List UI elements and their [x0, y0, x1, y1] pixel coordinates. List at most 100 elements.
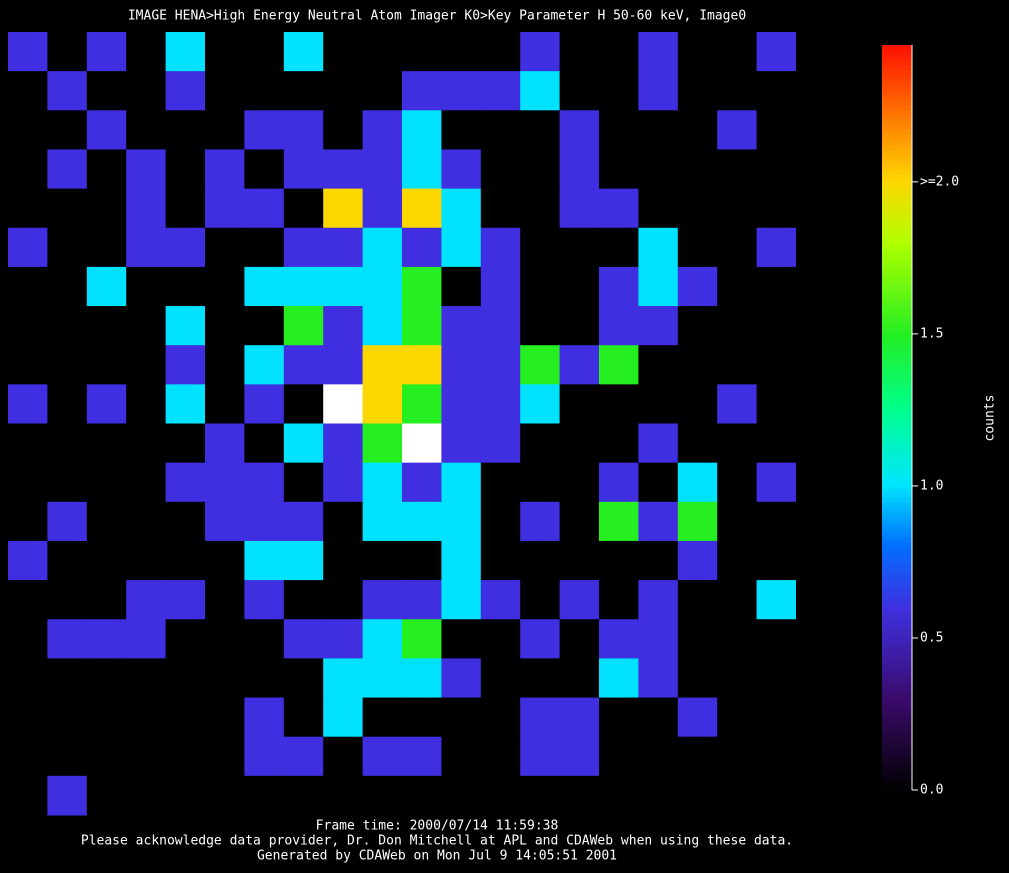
- heatmap-cell: [323, 32, 364, 72]
- heatmap-cell: [638, 580, 679, 620]
- heatmap-cell: [796, 188, 836, 229]
- colorbar-swatch: [882, 169, 912, 175]
- heatmap-cell: [717, 697, 758, 738]
- heatmap-cell: [520, 149, 561, 190]
- heatmap-cell: [86, 71, 127, 111]
- heatmap-cell: [205, 462, 245, 503]
- heatmap-cell: [520, 736, 561, 777]
- heatmap-cell: [599, 188, 639, 229]
- colorbar-swatch: [882, 586, 912, 592]
- heatmap-cell: [47, 540, 88, 581]
- heatmap-cell: [283, 619, 324, 659]
- heatmap-cell: [402, 266, 442, 307]
- heatmap-cell: [559, 227, 600, 268]
- heatmap-cell: [480, 658, 521, 699]
- heatmap-cell: [283, 306, 324, 346]
- heatmap-cell: [244, 32, 285, 72]
- heatmap-cell: [244, 501, 285, 542]
- heatmap-cell: [599, 462, 639, 503]
- heatmap-cell: [559, 345, 600, 385]
- heatmap-cell: [835, 32, 876, 72]
- heatmap-cell: [126, 775, 167, 816]
- heatmap-cell: [126, 736, 167, 777]
- heatmap-cell: [126, 345, 167, 385]
- heatmap-cell: [638, 345, 679, 385]
- colorbar-swatch: [882, 670, 912, 677]
- heatmap-cell: [520, 188, 561, 229]
- heatmap-cell: [835, 71, 876, 111]
- heatmap-cell: [480, 345, 521, 385]
- colorbar-swatch: [882, 54, 912, 61]
- colorbar-swatch: [882, 511, 912, 518]
- heatmap-cell: [796, 384, 836, 424]
- heatmap-cell: [362, 266, 403, 307]
- heatmap-cell: [8, 266, 48, 307]
- heatmap-cell: [283, 384, 324, 424]
- heatmap-cell: [47, 619, 88, 659]
- heatmap-cell: [717, 540, 758, 581]
- heatmap-cell: [638, 658, 679, 699]
- heatmap-cell: [402, 345, 442, 385]
- heatmap-cell: [480, 580, 521, 620]
- heatmap-cell: [126, 697, 167, 738]
- colorbar-swatch: [882, 581, 912, 587]
- heatmap-cell: [126, 619, 167, 659]
- heatmap-cell: [835, 188, 876, 229]
- heatmap-cell: [480, 306, 521, 346]
- heatmap-cell: [86, 188, 127, 229]
- heatmap-cell: [677, 462, 718, 503]
- heatmap: [8, 32, 876, 816]
- heatmap-cell: [126, 423, 167, 464]
- heatmap-cell: [402, 423, 442, 464]
- heatmap-cell: [599, 71, 639, 111]
- heatmap-cell: [8, 619, 48, 659]
- heatmap-cell: [717, 149, 758, 190]
- heatmap-cell: [244, 736, 285, 777]
- colorbar-swatch: [882, 641, 912, 647]
- colorbar-swatch: [882, 755, 912, 761]
- heatmap-cell: [47, 188, 88, 229]
- heatmap-cell: [362, 227, 403, 268]
- heatmap-cell: [86, 32, 127, 72]
- colorbar-swatch: [882, 546, 912, 553]
- heatmap-cell: [520, 658, 561, 699]
- heatmap-cell: [756, 149, 797, 190]
- heatmap-cell: [480, 227, 521, 268]
- heatmap-cell: [677, 384, 718, 424]
- heatmap-cell: [244, 423, 285, 464]
- heatmap-cell: [323, 736, 364, 777]
- heatmap-cell: [86, 580, 127, 620]
- heatmap-cell: [796, 697, 836, 738]
- heatmap-cell: [205, 619, 245, 659]
- heatmap-cell: [402, 227, 442, 268]
- heatmap-cell: [205, 384, 245, 424]
- heatmap-cell: [283, 32, 324, 72]
- colorbar-swatch: [882, 422, 912, 429]
- heatmap-cell: [86, 736, 127, 777]
- heatmap-cell: [47, 501, 88, 542]
- colorbar: 0.0 0.5 1.0 1.5 >=2.0: [882, 45, 959, 798]
- heatmap-cell: [205, 345, 245, 385]
- heatmap-cell: [47, 71, 88, 111]
- heatmap-cell: [47, 697, 88, 738]
- heatmap-cell: [480, 697, 521, 738]
- heatmap-cell: [8, 697, 48, 738]
- heatmap-cell: [441, 501, 482, 542]
- colorbar-swatch: [882, 606, 912, 612]
- heatmap-cell: [559, 423, 600, 464]
- colorbar-swatch: [882, 119, 912, 126]
- heatmap-cell: [244, 266, 285, 307]
- colorbar-swatch: [882, 715, 912, 722]
- heatmap-cell: [362, 423, 403, 464]
- heatmap-cell: [283, 775, 324, 816]
- colorbar-swatch: [882, 45, 912, 51]
- heatmap-cell: [8, 501, 48, 542]
- heatmap-cell: [441, 32, 482, 72]
- heatmap-cell: [835, 345, 876, 385]
- heatmap-cell: [835, 658, 876, 699]
- heatmap-cell: [796, 32, 836, 72]
- heatmap-cell: [8, 384, 48, 424]
- heatmap-cell: [520, 345, 561, 385]
- heatmap-cell: [8, 345, 48, 385]
- heatmap-cell: [283, 462, 324, 503]
